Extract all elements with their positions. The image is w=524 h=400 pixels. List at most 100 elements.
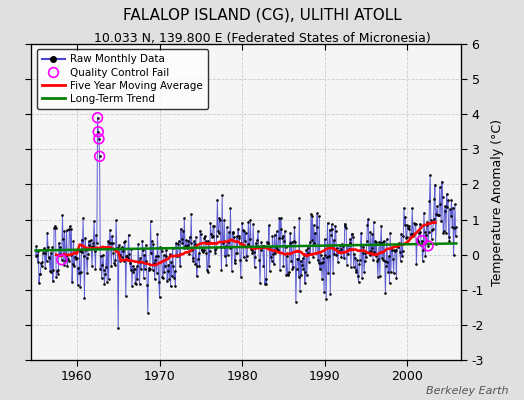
Point xyxy=(36,270,44,277)
Point xyxy=(150,276,159,282)
Point xyxy=(200,235,209,241)
Point xyxy=(56,251,64,258)
Point xyxy=(181,243,190,249)
Point xyxy=(445,238,454,245)
Point xyxy=(349,234,357,240)
Point xyxy=(236,257,244,263)
Point xyxy=(314,256,322,263)
Point xyxy=(266,244,275,250)
Point xyxy=(71,254,79,260)
Point xyxy=(84,251,92,257)
Point xyxy=(242,230,250,236)
Point xyxy=(72,248,80,255)
Point xyxy=(439,194,447,200)
Point xyxy=(356,242,365,248)
Point xyxy=(299,255,307,262)
Point xyxy=(126,260,134,267)
Point xyxy=(213,196,222,203)
Point xyxy=(114,325,123,332)
Point xyxy=(257,239,266,245)
Point xyxy=(215,215,224,221)
Point xyxy=(370,248,378,255)
Point xyxy=(141,266,149,272)
Point xyxy=(389,270,398,276)
Point xyxy=(261,276,270,282)
Point xyxy=(227,268,236,274)
Point xyxy=(94,128,102,135)
Point xyxy=(203,269,212,275)
Point xyxy=(165,262,173,268)
Point xyxy=(390,247,399,254)
Point xyxy=(357,230,365,236)
Point xyxy=(60,262,68,268)
Point xyxy=(174,241,182,247)
Point xyxy=(91,266,100,272)
Point xyxy=(243,253,251,260)
Point xyxy=(148,238,156,244)
Point xyxy=(238,226,247,233)
Point xyxy=(272,228,281,234)
Point xyxy=(75,248,84,254)
Point xyxy=(303,272,311,278)
Point xyxy=(388,247,397,253)
Point xyxy=(252,240,260,246)
Point xyxy=(119,248,127,254)
Point xyxy=(234,226,242,232)
Point xyxy=(237,240,246,246)
Point xyxy=(382,263,390,270)
Point xyxy=(198,247,206,253)
Point xyxy=(34,248,42,254)
Point xyxy=(427,235,435,242)
Point xyxy=(111,257,119,263)
Point xyxy=(333,245,341,252)
Point xyxy=(255,244,263,250)
Point xyxy=(365,249,373,255)
Point xyxy=(84,238,93,244)
Point xyxy=(276,266,284,273)
Point xyxy=(376,240,385,246)
Point xyxy=(187,240,195,246)
Point xyxy=(299,266,308,272)
Point xyxy=(62,253,70,259)
Point xyxy=(368,231,376,238)
Point xyxy=(179,228,187,234)
Point xyxy=(282,272,290,278)
Point xyxy=(260,243,268,250)
Point xyxy=(396,258,405,264)
Point xyxy=(380,257,389,264)
Point xyxy=(178,239,187,246)
Point xyxy=(230,234,238,240)
Point xyxy=(402,234,411,240)
Point xyxy=(118,244,126,250)
Point xyxy=(351,254,359,261)
Point xyxy=(68,278,77,285)
Point xyxy=(435,184,444,190)
Point xyxy=(218,192,226,199)
Point xyxy=(85,242,93,248)
Point xyxy=(241,238,249,244)
Point xyxy=(249,249,258,255)
Point xyxy=(192,234,200,240)
Point xyxy=(58,212,67,218)
Point xyxy=(288,238,296,245)
Point xyxy=(190,238,198,244)
Point xyxy=(211,250,220,256)
Point xyxy=(165,276,173,282)
Point xyxy=(372,239,380,246)
Point xyxy=(159,274,167,281)
Point xyxy=(43,230,51,236)
Point xyxy=(354,279,363,285)
Point xyxy=(152,270,161,276)
Point xyxy=(221,253,229,259)
Point xyxy=(403,222,412,228)
Point xyxy=(286,230,294,236)
Point xyxy=(95,136,103,142)
Point xyxy=(274,246,282,253)
Point xyxy=(36,271,45,278)
Point xyxy=(133,263,141,270)
Point xyxy=(354,273,362,279)
Point xyxy=(137,266,145,273)
Point xyxy=(246,236,254,242)
Point xyxy=(422,222,431,228)
Point xyxy=(117,245,125,251)
